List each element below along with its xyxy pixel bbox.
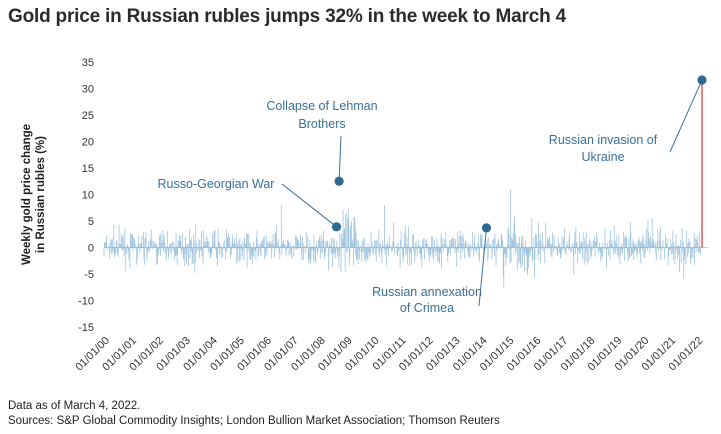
footer-sources: Sources: S&P Global Commodity Insights; … bbox=[8, 415, 500, 427]
y-tick-label: -10 bbox=[78, 296, 94, 308]
y-axis-label-line: in Russian rubles (%) bbox=[35, 136, 47, 253]
annotation-label: Collapse of Lehman bbox=[266, 99, 377, 113]
annotations: Collapse of Lehman Brothers Russo-Georgian… bbox=[158, 75, 707, 315]
annotation-leader-line bbox=[478, 227, 488, 307]
footer-note: Data as of March 4, 2022. bbox=[8, 400, 141, 412]
y-axis-label-line: Weekly gold price change bbox=[21, 124, 33, 265]
y-tick-label: 30 bbox=[82, 84, 94, 96]
annotation-label: Brothers bbox=[298, 117, 345, 131]
y-tick-label: -15 bbox=[78, 322, 94, 334]
y-tick-label: 15 bbox=[82, 163, 94, 175]
annotation-label: Russian invasion of bbox=[549, 133, 658, 147]
y-axis-label: Weekly gold price change in Russian ruble… bbox=[21, 124, 47, 265]
y-axis-ticks: 35 30 25 20 15 10 5 0 -5 -10 -15 bbox=[78, 57, 94, 334]
y-tick-label: 20 bbox=[82, 137, 94, 149]
y-tick-label: 25 bbox=[82, 110, 94, 122]
annotation-marker bbox=[334, 176, 344, 186]
chart-title: Gold price in Russian rubles jumps 32% i… bbox=[8, 6, 566, 27]
annotation-label: Ukraine bbox=[581, 150, 624, 164]
y-tick-label: 5 bbox=[88, 216, 94, 228]
annotation-label: Russo-Georgian War bbox=[158, 177, 275, 191]
annotation-marker bbox=[481, 223, 492, 233]
annotation-leader-line bbox=[669, 79, 703, 153]
y-tick-label: 10 bbox=[82, 190, 94, 202]
annotation-marker bbox=[697, 75, 707, 85]
x-axis-ticks: 01/01/0001/01/0101/01/0201/01/0301/01/04… bbox=[73, 335, 705, 374]
y-tick-label: 35 bbox=[82, 57, 94, 69]
annotation-marker bbox=[331, 222, 342, 232]
annotation-leader-line bbox=[281, 183, 337, 228]
annotation-leader-line bbox=[338, 135, 342, 182]
y-tick-label: 0 bbox=[88, 243, 94, 255]
y-tick-label: -5 bbox=[84, 269, 94, 281]
weekly-change-bars bbox=[103, 80, 703, 288]
annotation-label: of Crimea bbox=[400, 301, 454, 315]
annotation-label: Russian annexation bbox=[372, 285, 482, 299]
